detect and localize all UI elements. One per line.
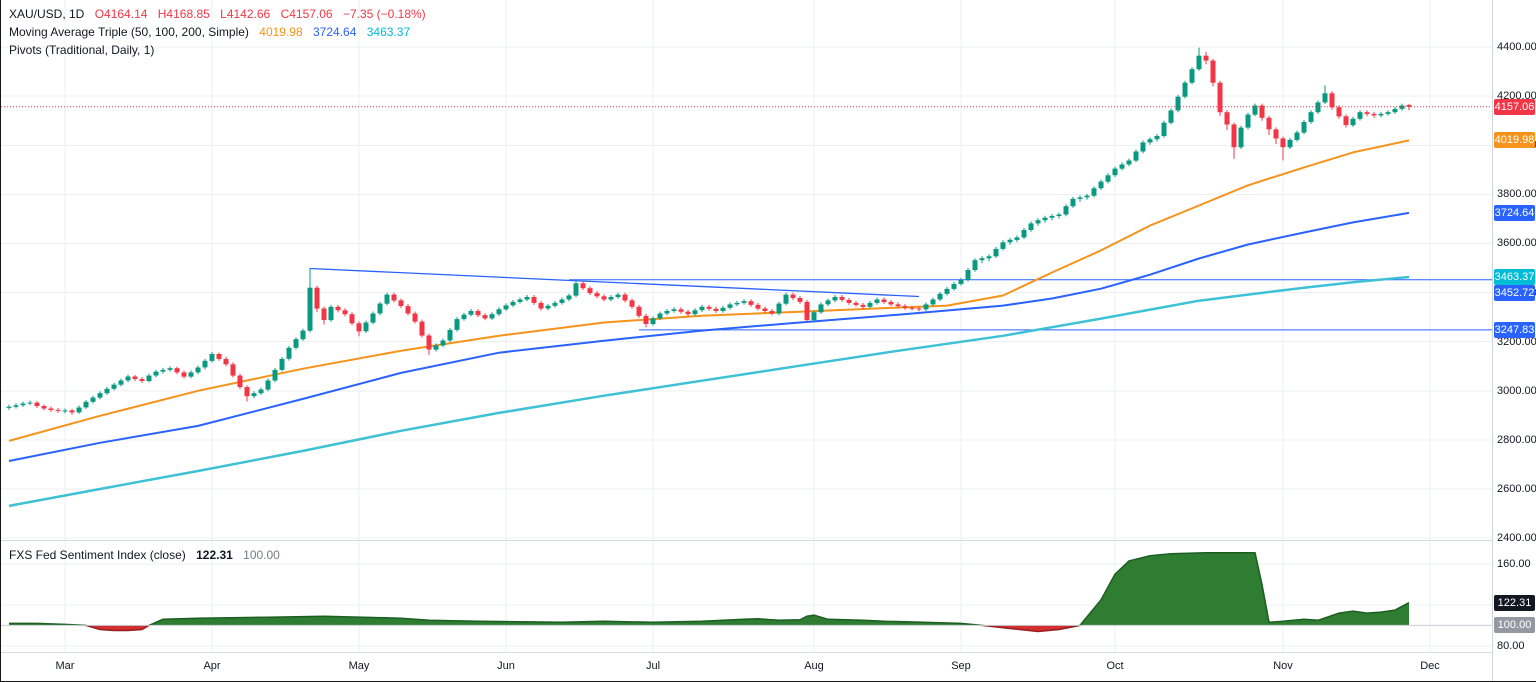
ma50-value: 4019.98 xyxy=(259,25,303,39)
time-axis-label: Apr xyxy=(203,660,221,672)
sentiment-baseline-value: 100.00 xyxy=(243,548,280,562)
main-legend: XAU/USD, 1D O4164.14 H4168.85 L4142.66 C… xyxy=(9,5,426,59)
sentiment-tick-label: 160.00 xyxy=(1497,558,1531,571)
main-grid xyxy=(1,0,1492,541)
pivots-indicator-title: Pivots (Traditional, Daily, 1) xyxy=(9,43,155,57)
price-badge: 4019.98 xyxy=(1494,132,1535,149)
time-axis-label: Nov xyxy=(1273,660,1293,672)
price-tick-label: 3800.00 xyxy=(1497,188,1536,201)
sentiment-indicator-title: FXS Fed Sentiment Index (close) xyxy=(9,548,186,562)
main-price-pane[interactable] xyxy=(1,0,1492,541)
ma100-line[interactable] xyxy=(8,211,1410,462)
price-badge: 4157.06 xyxy=(1494,98,1535,115)
price-tick-label: 3600.00 xyxy=(1497,237,1536,250)
sentiment-legend: FXS Fed Sentiment Index (close) 122.31 1… xyxy=(9,546,280,564)
time-axis-label: Dec xyxy=(1420,660,1440,672)
price-badge: 3463.37 xyxy=(1494,269,1535,286)
time-axis-label: Sep xyxy=(951,660,971,672)
price-scale[interactable]: 4400.004200.004000.003800.003600.003400.… xyxy=(1492,0,1536,681)
sentiment-pane[interactable] xyxy=(1,541,1492,652)
symbol-ohlc-row[interactable]: XAU/USD, 1D O4164.14 H4168.85 L4142.66 C… xyxy=(9,5,426,23)
price-badge: 3247.83 xyxy=(1494,321,1535,338)
sentiment-indicator-row[interactable]: FXS Fed Sentiment Index (close) 122.31 1… xyxy=(9,546,280,564)
ma-indicator-row[interactable]: Moving Average Triple (50, 100, 200, Sim… xyxy=(9,23,426,41)
sentiment-tick-label: 80.00 xyxy=(1497,639,1525,652)
pivot-lines[interactable] xyxy=(569,279,1492,331)
ma100-value: 3724.64 xyxy=(313,25,357,39)
ma50-line[interactable] xyxy=(8,139,1410,442)
ma-indicator-title: Moving Average Triple (50, 100, 200, Sim… xyxy=(9,25,249,39)
symbol-title: XAU/USD, 1D xyxy=(9,7,85,21)
time-axis-label: Jul xyxy=(645,660,661,672)
ohlc-open: O4164.14 xyxy=(94,7,148,21)
price-tick-label: 3200.00 xyxy=(1497,335,1536,348)
price-tick-label: 2800.00 xyxy=(1497,433,1536,446)
price-tick-label: 2600.00 xyxy=(1497,482,1536,495)
price-badge: 3724.64 xyxy=(1494,204,1535,221)
price-tick-label: 4400.00 xyxy=(1497,41,1536,54)
price-tick-label: 3000.00 xyxy=(1497,384,1536,397)
price-badge: 3452.72 xyxy=(1494,285,1535,302)
ma200-value: 3463.37 xyxy=(366,25,411,39)
time-axis[interactable]: Mar Apr May Jun Jul Aug Sep Oct Nov Dec xyxy=(1,652,1492,681)
time-axis-label: Oct xyxy=(1106,660,1124,672)
sentiment-badge: 122.31 xyxy=(1494,594,1535,611)
candlestick-series[interactable] xyxy=(6,47,1412,415)
pane-separator[interactable] xyxy=(1,540,1536,541)
time-axis-separator xyxy=(1,652,1536,653)
pivots-indicator-row[interactable]: Pivots (Traditional, Daily, 1) xyxy=(9,41,426,59)
sentiment-area-below[interactable] xyxy=(9,553,1409,632)
ohlc-low: L4142.66 xyxy=(220,7,271,21)
ohlc-high: H4168.85 xyxy=(157,7,210,21)
price-tick-label: 2400.00 xyxy=(1497,532,1536,545)
change-value: −7.35 (−0.18%) xyxy=(342,7,426,21)
sentiment-value: 122.31 xyxy=(196,548,233,562)
sentiment-area-above[interactable] xyxy=(9,552,1409,632)
time-axis-label: Jun xyxy=(497,660,515,672)
time-axis-label: Mar xyxy=(55,660,75,672)
ohlc-close: C4157.06 xyxy=(280,7,333,21)
ma200-line[interactable] xyxy=(8,275,1410,508)
time-axis-label: May xyxy=(348,660,370,672)
sentiment-badge: 100.00 xyxy=(1494,617,1535,634)
descending-trendline[interactable] xyxy=(309,267,920,298)
time-axis-label: Aug xyxy=(804,660,824,672)
